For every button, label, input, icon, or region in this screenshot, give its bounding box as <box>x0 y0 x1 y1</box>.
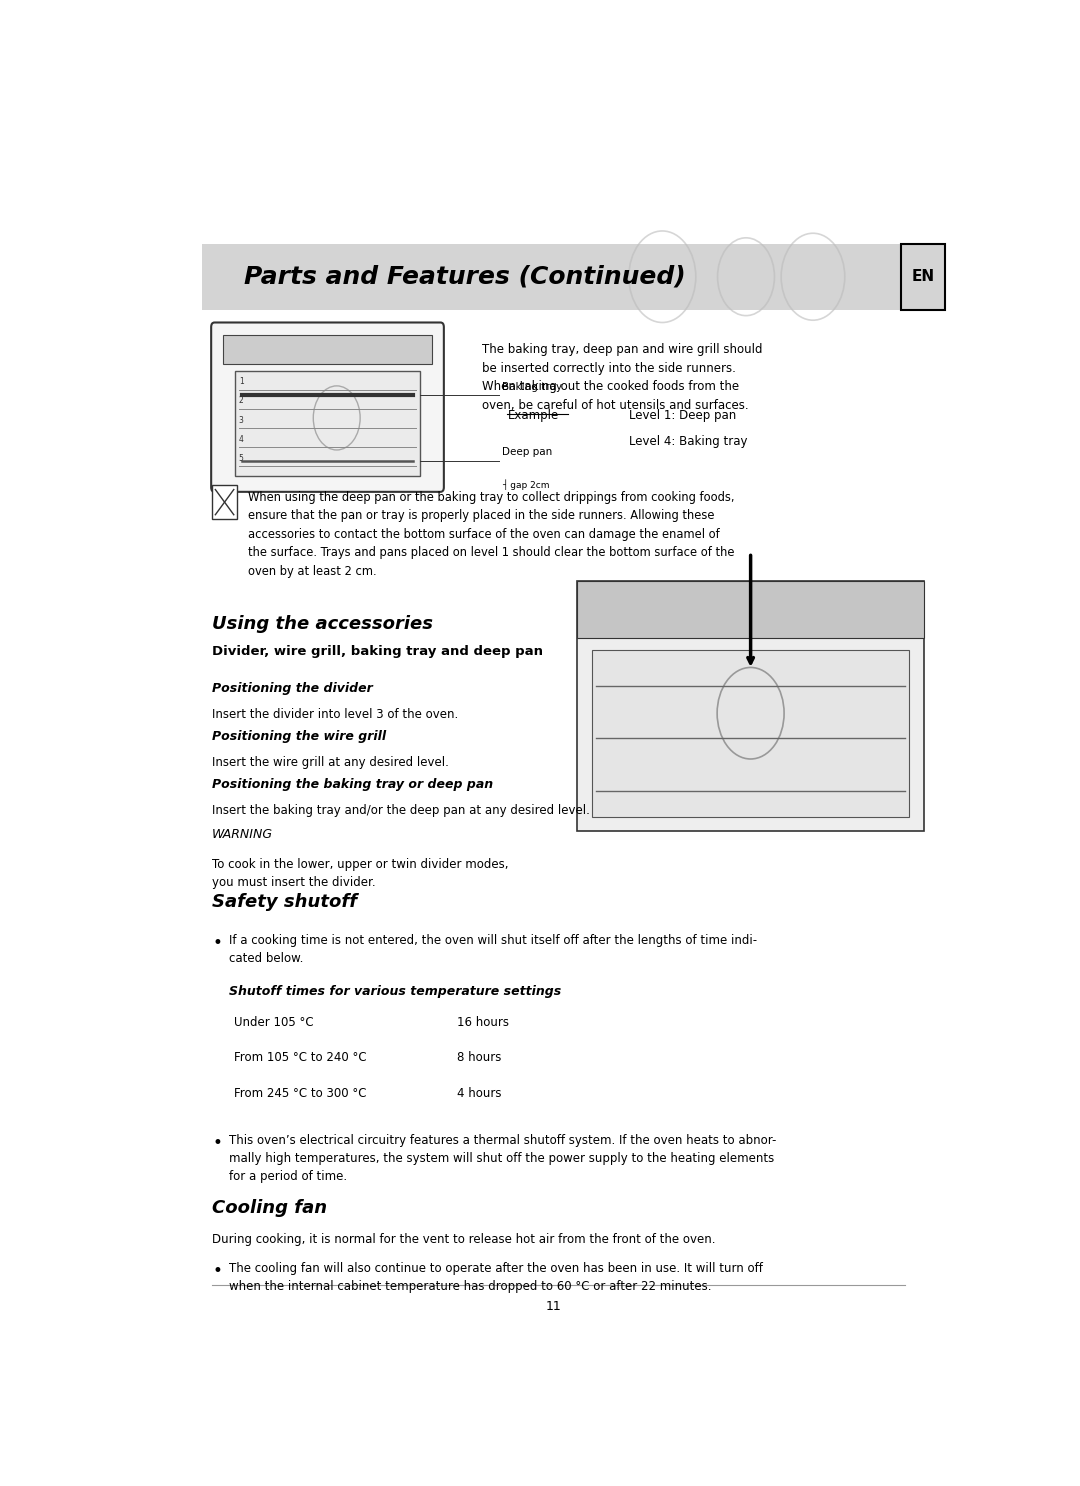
Bar <box>212 484 238 519</box>
Text: The cooling fan will also continue to operate after the oven has been in use. It: The cooling fan will also continue to op… <box>229 1262 762 1293</box>
Text: Using the accessories: Using the accessories <box>212 615 433 633</box>
Text: During cooking, it is normal for the vent to release hot air from the front of t: During cooking, it is normal for the ven… <box>212 1233 716 1247</box>
Text: •: • <box>212 933 221 951</box>
Text: 2: 2 <box>239 397 243 406</box>
Text: Insert the wire grill at any desired level.: Insert the wire grill at any desired lev… <box>212 756 449 770</box>
FancyBboxPatch shape <box>212 322 444 492</box>
Text: Deep pan: Deep pan <box>501 447 552 458</box>
Text: EN: EN <box>912 269 934 284</box>
Text: Divider, wire grill, baking tray and deep pan: Divider, wire grill, baking tray and dee… <box>212 645 543 658</box>
Text: This oven’s electrical circuitry features a thermal shutoff system. If the oven : This oven’s electrical circuitry feature… <box>229 1134 777 1183</box>
Text: 5: 5 <box>239 453 244 462</box>
Text: 4 hours: 4 hours <box>457 1086 502 1100</box>
Text: From 245 °C to 300 °C: From 245 °C to 300 °C <box>233 1086 366 1100</box>
Text: The baking tray, deep pan and wire grill should
be inserted correctly into the s: The baking tray, deep pan and wire grill… <box>483 343 762 412</box>
Bar <box>592 649 909 817</box>
Text: Parts and Features (Continued): Parts and Features (Continued) <box>244 265 686 288</box>
Text: ┤ gap 2cm: ┤ gap 2cm <box>501 478 549 489</box>
Text: Level 1: Deep pan: Level 1: Deep pan <box>629 410 737 422</box>
Text: Positioning the baking tray or deep pan: Positioning the baking tray or deep pan <box>212 777 494 791</box>
Text: •: • <box>212 1262 221 1279</box>
Text: Under 105 °C: Under 105 °C <box>233 1016 313 1028</box>
Text: Level 4: Baking tray: Level 4: Baking tray <box>629 434 747 447</box>
Bar <box>202 244 905 311</box>
Text: Insert the divider into level 3 of the oven.: Insert the divider into level 3 of the o… <box>212 709 458 721</box>
Bar <box>235 370 420 476</box>
Text: 3: 3 <box>239 416 244 425</box>
Text: Safety shutoff: Safety shutoff <box>212 893 357 911</box>
Text: 1: 1 <box>239 377 243 386</box>
Text: Example: Example <box>508 410 558 422</box>
Text: Positioning the wire grill: Positioning the wire grill <box>212 730 387 743</box>
Text: 11: 11 <box>545 1300 562 1312</box>
Text: From 105 °C to 240 °C: From 105 °C to 240 °C <box>233 1052 366 1064</box>
Text: 4: 4 <box>239 435 244 444</box>
Text: Positioning the divider: Positioning the divider <box>212 682 373 695</box>
Bar <box>577 581 924 639</box>
Text: If a cooking time is not entered, the oven will shut itself off after the length: If a cooking time is not entered, the ov… <box>229 933 757 964</box>
Bar <box>222 334 432 364</box>
Text: 8 hours: 8 hours <box>457 1052 501 1064</box>
Text: To cook in the lower, upper or twin divider modes,
you must insert the divider.: To cook in the lower, upper or twin divi… <box>212 857 509 889</box>
Text: Shutoff times for various temperature settings: Shutoff times for various temperature se… <box>229 985 561 999</box>
Text: 16 hours: 16 hours <box>457 1016 510 1028</box>
Bar <box>901 244 945 311</box>
Text: Baking tray: Baking tray <box>501 382 562 392</box>
Text: When using the deep pan or the baking tray to collect drippings from cooking foo: When using the deep pan or the baking tr… <box>248 490 734 578</box>
Bar <box>577 581 924 831</box>
Text: Cooling fan: Cooling fan <box>212 1199 327 1217</box>
Text: WARNING: WARNING <box>212 828 273 841</box>
Text: •: • <box>212 1134 221 1152</box>
Text: Insert the baking tray and/or the deep pan at any desired level.: Insert the baking tray and/or the deep p… <box>212 804 590 817</box>
